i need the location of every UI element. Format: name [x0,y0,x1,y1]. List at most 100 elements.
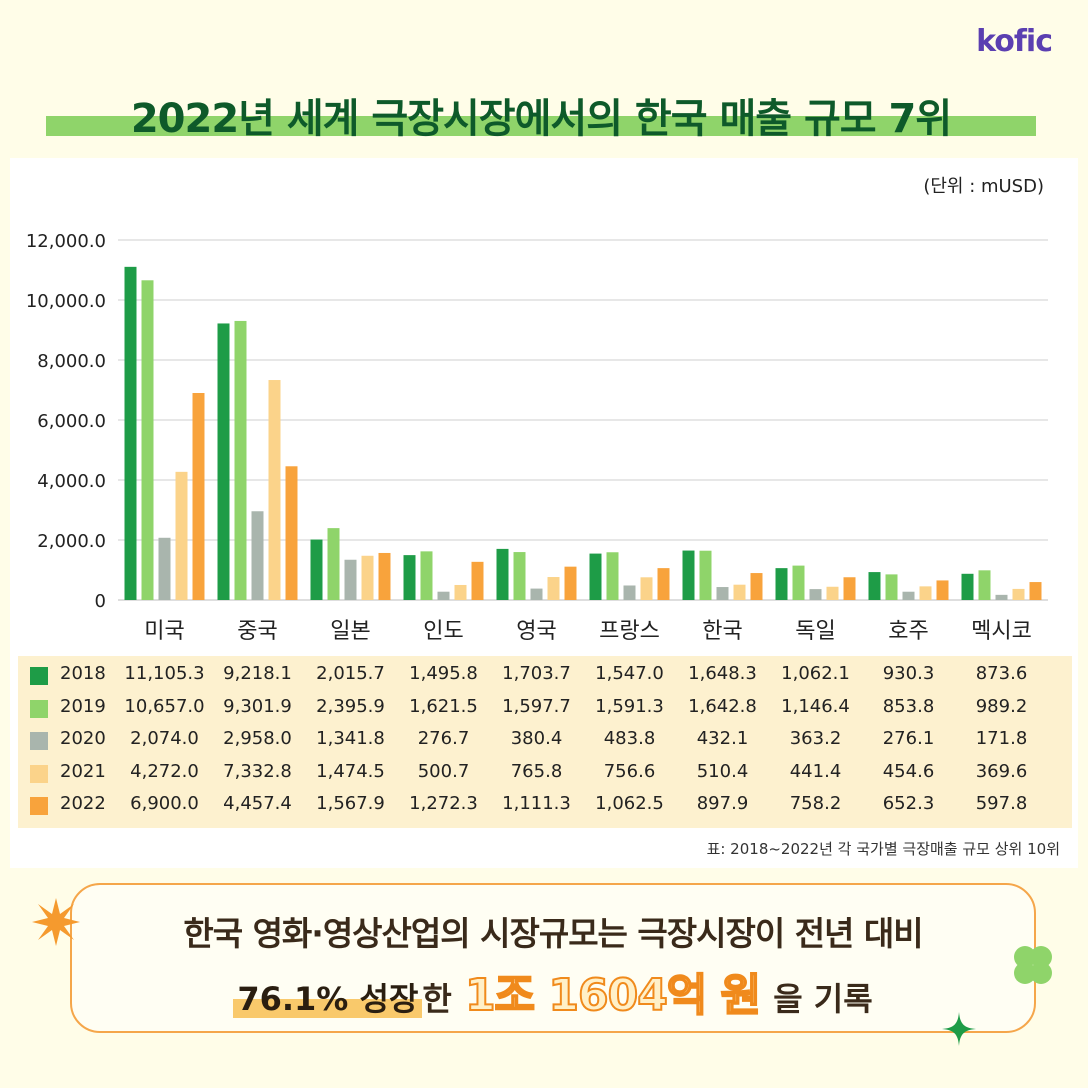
x-tick-label: 멕시코 [971,619,1032,644]
table-cell: 441.4 [789,760,842,782]
bar [564,566,577,600]
bar [589,553,602,600]
revenue-amount: 1조 1604억 원 [464,969,762,1022]
green-clover-icon [1014,946,1052,984]
table-cell: 4,457.4 [223,793,292,814]
table-cell: 2,015.7 [316,663,385,684]
bar [868,572,881,600]
table-source-note: 표: 2018~2022년 각 국가별 극장매출 규모 상위 10위 [706,840,1060,858]
legend-swatch [30,667,48,685]
table-cell: 989.2 [975,695,1028,717]
bar [310,539,323,600]
bar [995,594,1008,600]
table-cell: 756.6 [603,760,656,782]
page-title: 2022년 세계 극장시장에서의 한국 매출 규모 7위 [130,96,952,142]
bar [843,577,856,600]
bar [361,555,374,600]
callout-box: 한국 영화·영상산업의 시장규모는 극장시장이 전년 대비 76.1% 성장 한 … [70,883,1036,1033]
title-area: 2022년 세계 극장시장에서의 한국 매출 규모 7위 [46,84,1036,144]
bar [251,511,264,600]
table-cell: 7,332.8 [223,760,292,782]
x-tick-label: 일본 [330,619,370,644]
kofic-logo: kofic [976,24,1053,59]
table-cell: 363.2 [789,728,842,749]
growth-highlight: 76.1% 성장 [233,980,423,1018]
table-row: 2021 4,272.0 7,332.8 1,474.5 500.7 765.8 756.6… [18,758,1072,790]
table-cell: 369.6 [975,760,1028,782]
bar [919,586,932,600]
bar [826,586,839,600]
y-tick-label: 12,000.0 [26,231,106,252]
table-cell: 758.2 [789,793,842,814]
bar [1012,588,1025,600]
table-cell: 6,900.0 [130,793,199,814]
bar [175,471,188,600]
table-cell: 432.1 [696,728,749,749]
table-cell: 1,567.9 [316,793,385,814]
y-tick-label: 8,000.0 [37,351,106,372]
table-row: 2018 11,105.3 9,218.1 2,015.7 1,495.8 1,703.7… [18,660,1072,692]
table-cell: 897.9 [696,793,749,814]
bar-chart: 0 2,000.0 4,000.0 6,000.0 8,000.0 10,000.0 12,… [26,231,1048,644]
bar [902,591,915,600]
title-highlight-bar [46,116,1036,136]
table-cell: 1,621.5 [409,695,478,717]
table-cell: 380.4 [510,728,563,749]
bar [606,552,619,600]
x-tick-label: 독일 [795,619,835,644]
bar [496,548,509,600]
legend-year: 2021 [60,760,106,782]
x-tick-label: 프랑스 [599,619,660,644]
bar [547,577,560,600]
bar [141,280,154,600]
bar [640,577,653,600]
x-tick-label: 미국 [144,619,184,644]
legend-swatch [30,699,48,718]
table-cell: 4,272.0 [130,760,199,782]
table-row: 2022 6,900.0 4,457.4 1,567.9 1,272.3 1,111.3 1… [18,790,1072,822]
bar [344,559,357,600]
callout-tail: 을 기록 [773,980,873,1018]
table-cell: 2,958.0 [223,728,292,749]
table-cell: 765.8 [510,760,563,782]
bar [699,550,712,600]
table-cell: 1,495.8 [409,663,478,684]
table-cell: 276.7 [417,728,470,749]
table-cell: 853.8 [882,695,935,717]
bar [513,552,526,600]
table-cell: 454.6 [882,760,935,782]
table-cell: 597.8 [975,793,1028,814]
table-cell: 2,395.9 [316,695,385,717]
bar [420,551,433,600]
table-cell: 171.8 [975,728,1028,749]
table-cell: 1,062.1 [781,663,850,684]
bar [682,550,695,600]
table-cell: 1,146.4 [781,695,850,717]
table-cell: 1,341.8 [316,728,385,749]
y-tick-label: 10,000.0 [26,291,106,312]
bar [403,555,416,600]
x-tick-label: 인도 [423,619,463,644]
bar [234,320,247,600]
table-cell: 1,474.5 [316,760,385,782]
bar [378,552,391,600]
table-cell: 9,218.1 [223,663,292,684]
bar [437,591,450,600]
table-row: 2019 10,657.0 9,301.9 2,395.9 1,621.5 1,597.7… [18,693,1072,725]
data-table: 2018 11,105.3 9,218.1 2,015.7 1,495.8 1,703.7… [18,656,1072,828]
table-cell: 1,111.3 [502,793,571,814]
y-tick-label: 0 [95,591,106,612]
unit-label: (단위 : mUSD) [923,176,1044,197]
table-cell: 500.7 [417,760,470,782]
table-cell: 1,591.3 [595,695,664,717]
legend-year: 2018 [60,663,106,684]
bar [716,587,729,600]
bar [936,580,949,600]
table-cell: 1,642.8 [688,695,757,717]
table-cell: 9,301.9 [223,695,292,717]
bar [327,528,340,600]
bar [978,570,991,600]
x-tick-label: 호주 [888,619,928,644]
y-tick-label: 6,000.0 [37,411,106,432]
